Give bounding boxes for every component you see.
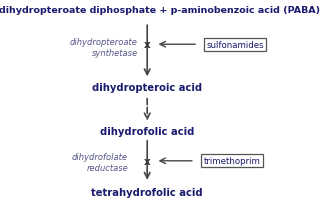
Text: dihydropteroate diphosphate + p-aminobenzoic acid (PABA): dihydropteroate diphosphate + p-aminoben…: [0, 6, 320, 15]
Text: sulfonamides: sulfonamides: [206, 41, 264, 49]
Text: dihydrofolic acid: dihydrofolic acid: [100, 126, 194, 136]
Text: x: x: [144, 156, 151, 166]
Text: dihydrofolate
reductase: dihydrofolate reductase: [72, 152, 128, 172]
Text: dihydropteroate
synthetase: dihydropteroate synthetase: [70, 38, 138, 58]
Text: trimethoprim: trimethoprim: [204, 157, 260, 165]
Text: tetrahydrofolic acid: tetrahydrofolic acid: [92, 187, 203, 197]
Text: dihydropteroic acid: dihydropteroic acid: [92, 83, 202, 93]
Text: x: x: [144, 40, 151, 50]
